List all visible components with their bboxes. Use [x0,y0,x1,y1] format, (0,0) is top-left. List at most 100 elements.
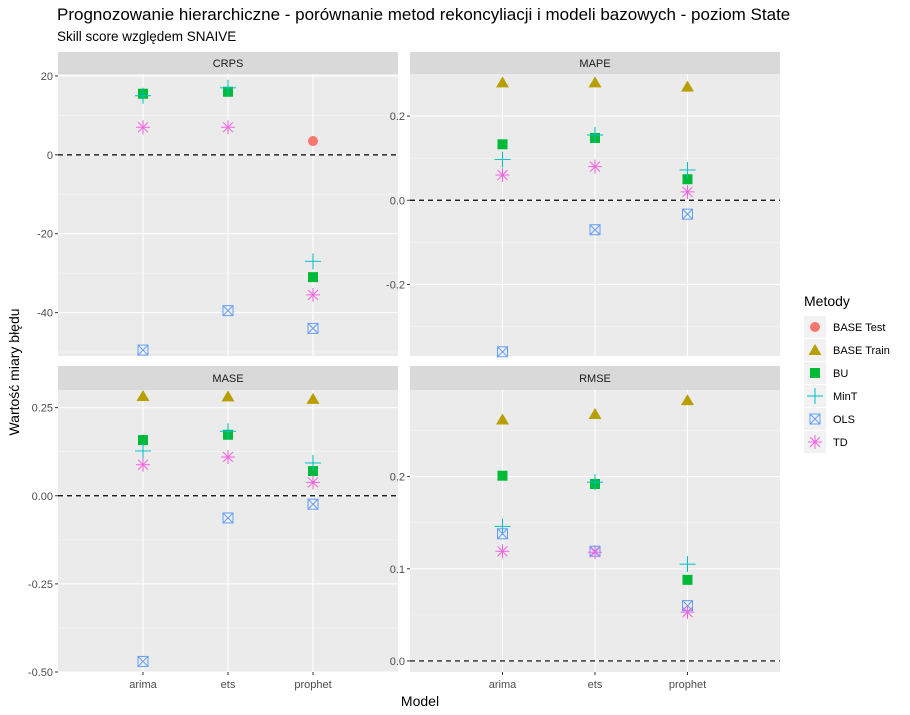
point-ols-arima [497,528,508,540]
panel-strip-label: MASE [212,373,243,385]
point-ols-prophet [307,498,319,510]
legend-title: Metody [804,293,850,309]
panel-strip-label: RMSE [579,373,611,385]
point-ols-ets [222,512,234,524]
point-ols-ets [589,224,601,236]
legend: Metody BASE Test BASE Train BU MinT OLS TD [804,293,890,453]
point-mint-arima [135,442,151,459]
point-td-ets [221,120,235,135]
point-base-train-prophet [681,394,694,406]
point-bu-arima [138,435,148,446]
panel-strip [58,52,398,74]
point-td-ets [588,159,602,174]
legend-item-ols: OLS [804,408,855,430]
y-tick-label: 0 [47,150,53,162]
point-bu-arima [497,139,508,150]
point-bu-arima [497,470,508,481]
point-mint-arima [135,87,151,104]
point-mint-ets [587,474,603,491]
legend-item-bu: BU [804,362,848,384]
x-axis-title: Model [401,693,439,709]
y-tick-label: 0.1 [390,564,405,576]
point-ols-arima [137,655,149,667]
legend-label: MinT [833,391,858,403]
point-mint-prophet [679,161,696,178]
y-tick-label: 0.2 [390,472,405,484]
point-bu-prophet [308,466,318,477]
point-ols-arima [137,344,149,356]
legend-item-td: TD [804,431,848,453]
point-mint-prophet [305,253,321,270]
point-base-train-prophet [681,80,694,92]
x-tick-label: prophet [669,679,706,691]
chart-subtitle: Skill score względem SNAIVE [57,29,237,44]
legend-label: OLS [833,414,855,426]
point-mint-ets [220,79,236,96]
y-tick-label: 0.0 [390,195,405,207]
panel-rmse: RMSE 0.0 0.1 0.2 arima ets prophet [390,366,780,691]
panel-strip [410,52,780,74]
legend-symbol [808,435,822,449]
point-ols-arima [497,346,508,358]
y-tick-label: -0.25 [28,579,53,591]
point-mint-arima [494,518,511,535]
panel-strip-label: MAPE [579,58,610,70]
point-base-test-prophet [308,136,318,147]
legend-symbol [808,344,822,355]
legend-item-base-test: BASE Test [804,316,885,338]
point-bu-prophet [308,272,318,283]
panel-strip-label: CRPS [213,58,244,70]
y-tick-label: 0.0 [390,656,405,668]
legend-symbol [809,413,821,425]
panel-strip [410,366,780,390]
point-mint-prophet [679,556,696,573]
point-base-train-ets [588,407,602,419]
x-tick-label: prophet [294,679,331,691]
point-td-arima [495,168,510,183]
y-tick-label: 0.25 [32,403,53,415]
y-tick-label: 0.00 [32,491,53,503]
panel-strip [58,366,398,390]
point-td-arima [136,457,150,472]
legend-label: BASE Test [833,322,885,334]
point-base-train-ets [221,390,235,402]
legend-label: TD [833,437,848,449]
y-axis-title: Wartość miary błędu [6,308,22,435]
point-ols-prophet [307,322,319,334]
legend-label: BU [833,368,848,380]
point-mint-ets [587,127,603,144]
chart-title: Prognozowanie hierarchiczne - porównanie… [57,5,791,24]
x-tick-label: ets [588,679,603,691]
point-td-prophet [680,184,695,199]
point-base-train-ets [588,76,602,88]
point-base-train-prophet [306,392,320,404]
y-tick-label: 20 [41,71,53,83]
point-base-train-arima [496,413,509,425]
legend-symbol [810,322,820,332]
point-ols-prophet [682,208,693,220]
y-tick-label: -40 [37,308,53,320]
point-mint-arima [494,151,511,168]
legend-label: BASE Train [833,345,890,357]
point-bu-prophet [682,574,693,585]
point-mint-prophet [305,454,321,471]
point-td-ets [588,545,602,560]
point-ols-ets [222,305,234,317]
x-tick-label: arima [489,679,517,691]
x-tick-label: ets [221,679,236,691]
point-td-arima [136,120,150,135]
point-td-prophet [306,475,320,490]
y-tick-label: -0.50 [28,667,53,679]
point-base-train-arima [136,389,150,401]
point-td-arima [495,544,510,559]
panel-crps: CRPS -40 -20 0 20 [37,52,398,356]
point-bu-prophet [682,174,693,185]
point-td-prophet [680,605,695,620]
y-tick-label: -0.2 [386,279,405,291]
legend-item-mint: MinT [804,385,858,407]
legend-symbol [807,388,823,404]
y-tick-label: 0.2 [390,111,405,123]
point-td-prophet [306,287,320,302]
point-base-train-arima [496,76,509,88]
